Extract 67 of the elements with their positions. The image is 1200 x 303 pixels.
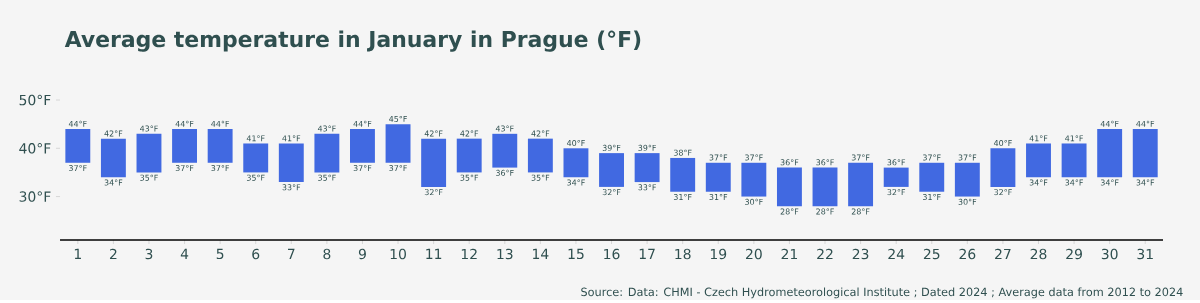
x-tick-label: 14	[533, 248, 549, 260]
x-tick-label: 6	[252, 248, 260, 260]
bar	[812, 167, 838, 207]
x-tick-label: 31	[1137, 248, 1153, 260]
x-tick-label: 16	[604, 248, 620, 260]
x-tick-label: 22	[817, 248, 833, 260]
x-tick-label: 17	[639, 248, 655, 260]
y-tick-label: 30°F	[19, 191, 51, 202]
bar	[207, 129, 233, 163]
x-tick-label: 28	[1030, 248, 1047, 260]
x-tick-label: 23	[852, 248, 869, 260]
bar	[776, 167, 802, 207]
x-tick-label: 12	[461, 248, 477, 260]
bar	[421, 138, 447, 188]
bar	[1061, 143, 1087, 178]
x-tick-label: 20	[746, 248, 762, 260]
bar	[848, 162, 874, 207]
bar	[599, 153, 624, 188]
y-tick-label: 40°F	[19, 143, 51, 154]
bar	[954, 162, 980, 197]
bar	[100, 138, 126, 178]
bar	[527, 138, 553, 173]
x-tick-label: 29	[1066, 248, 1082, 260]
x-tick-label: 13	[497, 248, 513, 260]
x-tick-label: 15	[568, 248, 584, 260]
bar	[243, 143, 269, 173]
x-tick-label: 11	[426, 248, 442, 260]
y-tick-label: 50°F	[19, 94, 51, 106]
x-tick-label: 3	[145, 248, 153, 260]
x-tick-label: 30	[1101, 248, 1118, 260]
bar	[278, 143, 304, 183]
source-note: Source: Data: CHMI - Czech Hydrometeorological Institute ; Dated 2024 ; Average data from 2012 to 2024	[581, 287, 1183, 299]
x-tick-label: 2	[109, 248, 117, 260]
bar	[136, 133, 162, 173]
bar	[65, 129, 91, 163]
x-tick-label: 24	[888, 248, 905, 260]
x-tick-label: 19	[710, 248, 727, 260]
bar	[883, 167, 909, 188]
bar	[1026, 143, 1051, 178]
bar	[919, 162, 945, 192]
bar	[1132, 129, 1158, 178]
x-tick-label: 8	[323, 248, 331, 260]
bar	[456, 138, 482, 173]
bar	[705, 162, 731, 192]
bar	[350, 129, 375, 163]
x-tick-label: 10	[390, 248, 406, 260]
x-tick-label: 26	[959, 248, 976, 260]
bar	[990, 148, 1016, 188]
x-tick-label: 1	[74, 248, 81, 260]
bar	[1097, 129, 1123, 178]
bar	[741, 162, 767, 197]
chart-title: Average temperature in January in Prague (°F)	[64, 30, 641, 52]
x-tick-label: 9	[358, 248, 366, 260]
x-tick-label: 7	[288, 248, 295, 260]
bar	[492, 133, 518, 168]
x-tick-label: 25	[923, 248, 940, 260]
x-tick-label: 27	[995, 248, 1011, 260]
x-tick-label: 21	[781, 248, 798, 260]
bar	[314, 133, 340, 173]
x-tick-label: 18	[675, 248, 691, 260]
bar	[670, 158, 696, 192]
x-tick-label: 5	[216, 248, 224, 260]
bar	[385, 124, 411, 163]
bar	[634, 153, 660, 183]
bar	[563, 148, 589, 178]
x-tick-label: 4	[180, 248, 189, 260]
bar	[172, 129, 198, 163]
